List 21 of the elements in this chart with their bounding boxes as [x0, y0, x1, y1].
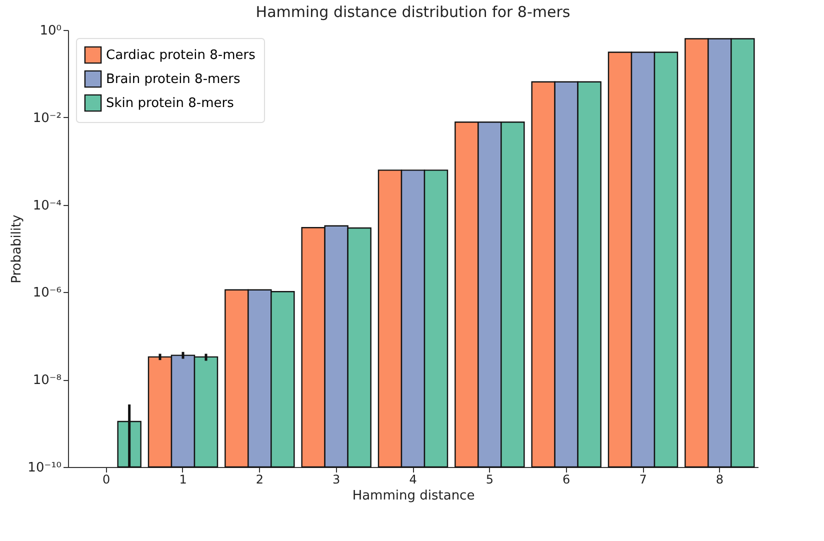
y-tick-label: 10⁻² [32, 110, 62, 126]
x-axis-title: Hamming distance [352, 488, 475, 504]
legend-label: Brain protein 8-mers [106, 72, 241, 87]
legend-label: Cardiac protein 8-mers [106, 48, 256, 63]
x-tick-label: 3 [332, 472, 340, 486]
y-tick-label: 10⁻⁶ [32, 286, 62, 301]
x-tick-label: 8 [716, 472, 724, 486]
y-tick-label: 10⁻¹⁰ [28, 460, 62, 476]
y-axis-title: Probability [10, 214, 25, 284]
legend-label: Skin protein 8-mers [106, 96, 234, 111]
x-tick-label: 2 [256, 472, 264, 486]
x-tick-label: 7 [639, 472, 647, 486]
y-tick-label: 10⁰ [40, 24, 62, 38]
chart-title: Hamming distance distribution for 8-mers [256, 3, 570, 21]
x-tick-label: 4 [409, 472, 417, 486]
x-tick-label: 1 [179, 472, 187, 486]
x-tick-label: 0 [102, 472, 110, 486]
x-tick-label: 6 [562, 472, 570, 486]
y-tick-label: 10⁻⁴ [32, 198, 62, 214]
y-tick-label: 10⁻⁸ [32, 373, 62, 388]
x-tick-label: 5 [486, 472, 494, 486]
